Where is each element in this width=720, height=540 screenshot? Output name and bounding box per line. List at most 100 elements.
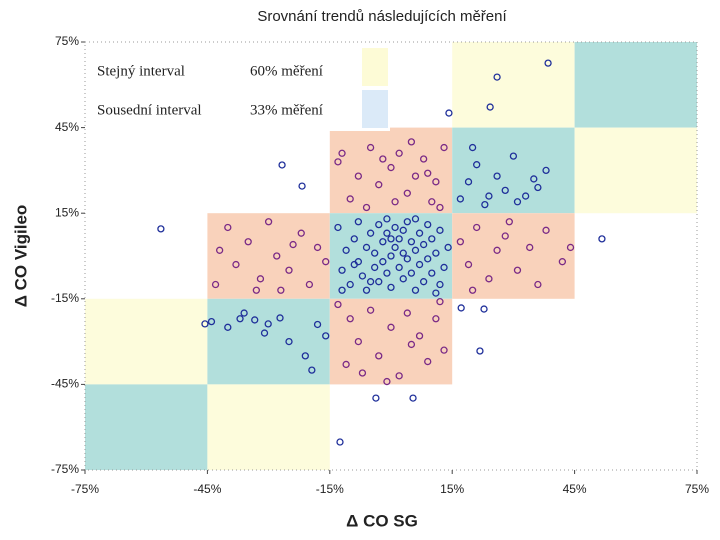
point (432, 315, 440, 323)
legend-box (90, 45, 390, 131)
legend-name: Sousední interval (97, 102, 202, 118)
point (415, 332, 424, 340)
point (362, 286, 371, 294)
point (313, 320, 322, 329)
point (403, 218, 411, 226)
x-tick-label: -45% (193, 482, 221, 496)
point (473, 223, 481, 232)
point (264, 218, 273, 226)
point (399, 275, 407, 283)
point (350, 235, 358, 243)
point (215, 246, 224, 254)
point (358, 369, 367, 377)
point (278, 161, 286, 169)
point (289, 240, 297, 249)
point (366, 143, 375, 152)
x-tick-label: -15% (316, 482, 344, 496)
point (411, 246, 420, 254)
point (354, 172, 363, 180)
point (391, 198, 399, 206)
point (362, 243, 371, 252)
y-tick-label: 45% (55, 120, 79, 134)
point (379, 258, 387, 266)
point (301, 352, 309, 360)
zone (574, 42, 697, 128)
point (338, 149, 346, 157)
point (485, 275, 493, 283)
marks (157, 59, 606, 446)
point (366, 229, 375, 237)
point (251, 316, 259, 324)
point (428, 269, 436, 277)
point (530, 175, 538, 183)
point (322, 332, 330, 340)
chart-title: Srovnání trendů následujících měření (257, 8, 507, 25)
point (236, 315, 244, 323)
point (534, 183, 542, 192)
zone (85, 384, 208, 470)
point (598, 235, 606, 243)
point (407, 138, 416, 146)
point (424, 220, 432, 229)
point (264, 320, 272, 328)
point (375, 181, 383, 189)
point (395, 149, 403, 157)
point (428, 198, 436, 206)
point (211, 280, 220, 289)
point (411, 286, 420, 294)
point (399, 249, 407, 257)
point (485, 192, 493, 200)
point (415, 229, 424, 237)
point (456, 238, 465, 246)
point (387, 252, 395, 260)
point (387, 235, 395, 243)
point (476, 347, 484, 355)
point (480, 305, 488, 313)
point (342, 360, 350, 369)
point (338, 286, 346, 294)
point (342, 246, 350, 254)
point (256, 275, 265, 283)
point (387, 323, 395, 331)
point (407, 238, 416, 246)
point (409, 394, 417, 402)
point (285, 266, 293, 274)
point (493, 73, 501, 81)
point (566, 243, 575, 252)
y-tick-label: 15% (55, 205, 79, 219)
point (493, 172, 501, 180)
point (407, 269, 416, 277)
point (419, 240, 428, 249)
point (375, 220, 383, 229)
point (346, 280, 354, 289)
zone (329, 298, 453, 385)
point (277, 286, 285, 294)
point (371, 249, 379, 257)
point (473, 161, 481, 169)
point (366, 278, 375, 286)
point (468, 286, 477, 294)
point (464, 178, 473, 186)
point (260, 329, 269, 337)
point (444, 243, 452, 252)
zone (207, 213, 330, 299)
point (371, 263, 379, 272)
point (526, 243, 534, 252)
zone (207, 298, 330, 385)
point (358, 272, 367, 280)
y-axis-label: Δ CO Vigileo (11, 205, 30, 308)
point (411, 215, 420, 223)
point (509, 152, 518, 160)
point (334, 223, 342, 232)
point (273, 252, 281, 260)
point (501, 186, 509, 195)
point (419, 278, 428, 286)
point (403, 189, 411, 197)
legend-name: Stejný interval (97, 63, 185, 79)
point (395, 235, 403, 243)
point (432, 178, 440, 186)
point (308, 366, 316, 374)
point (372, 394, 380, 402)
point (468, 143, 477, 152)
